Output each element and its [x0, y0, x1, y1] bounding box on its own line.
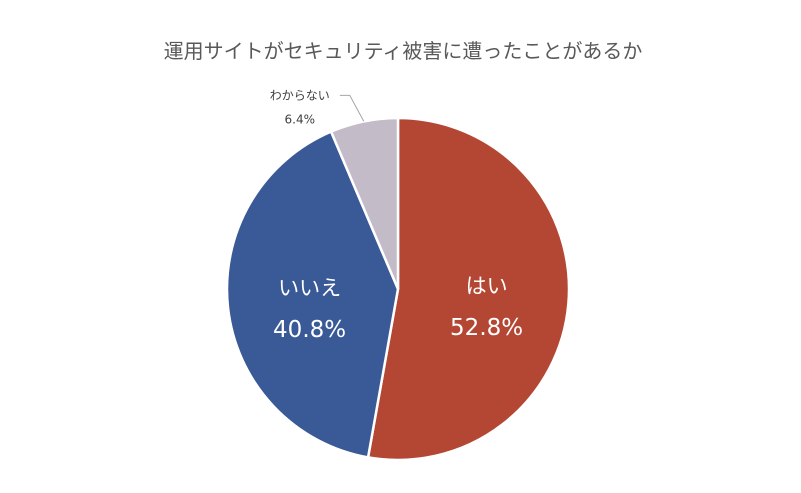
leader-line-unknown — [339, 94, 365, 122]
pie-labels: はい 52.8% いいえ 40.8% わからない 6.4% — [270, 88, 523, 343]
chart-title: 運用サイトがセキュリティ被害に遭ったことがあるか — [164, 39, 643, 63]
slice-value-unknown: 6.4% — [285, 112, 316, 126]
slice-label-unknown: わからない — [270, 88, 330, 102]
pie-slice-unknown — [329, 116, 400, 291]
slice-value-yes: 52.8% — [450, 315, 523, 341]
slice-value-no: 40.8% — [273, 317, 346, 343]
pie-slices — [225, 116, 571, 462]
slice-label-yes: はい — [466, 274, 508, 298]
pie-slice-no — [225, 130, 400, 459]
slice-label-no: いいえ — [278, 276, 341, 300]
pie-slice-yes — [366, 116, 571, 462]
